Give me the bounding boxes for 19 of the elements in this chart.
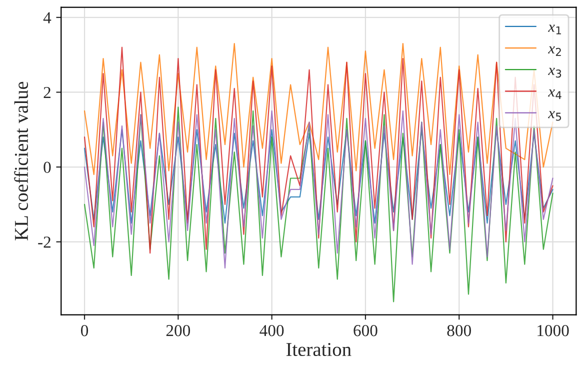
- x-tick-label: 400: [260, 324, 284, 336]
- x-axis-title: Iteration: [286, 342, 352, 356]
- line-series: [84, 110, 554, 269]
- x-tick-label: 0: [80, 324, 88, 336]
- y-tick-label: 0: [44, 162, 51, 173]
- legend-label: x$_{3}$: [548, 68, 562, 78]
- y-axis-title: KL coefficient value: [14, 82, 28, 240]
- x-tick-label: 1000: [538, 324, 569, 336]
- legend-label: x$_{2}$: [548, 46, 561, 56]
- y-tick-label: 2: [44, 86, 50, 98]
- legend-label: x$_{5}$: [548, 111, 562, 121]
- x-tick-label: 200: [166, 324, 190, 336]
- y-tick-label: -2: [38, 236, 50, 248]
- legend-label: x$_{4}$: [548, 90, 562, 100]
- y-tick-label: 4: [43, 12, 52, 24]
- line-series: [84, 106, 554, 302]
- x-tick-label: 600: [354, 324, 378, 336]
- x-tick-label: 800: [447, 324, 471, 336]
- legend-label: x$_{1}$: [548, 24, 561, 34]
